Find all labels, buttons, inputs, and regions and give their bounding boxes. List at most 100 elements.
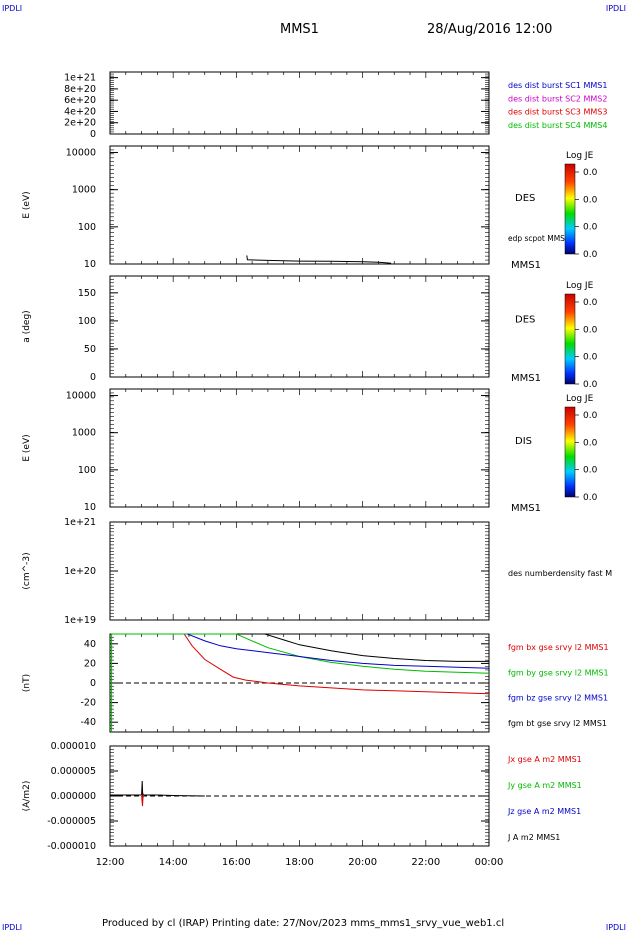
y-tick-label: 1e+21 xyxy=(64,73,96,84)
footer-credit: Produced by cl (IRAP) Printing date: 27/… xyxy=(102,918,505,929)
colorbar-tick-label: 0.0 xyxy=(583,223,598,233)
y-tick-label: 100 xyxy=(78,222,96,233)
y-tick-label: 40 xyxy=(84,639,96,650)
y-tick-label: 10000 xyxy=(66,391,96,402)
y-axis-label: (nT) xyxy=(22,674,32,692)
colorbar xyxy=(564,163,576,255)
colorbar-tick-label: 0.0 xyxy=(583,380,598,390)
y-tick-label: 1000 xyxy=(72,428,96,439)
y-tick-label: 10000 xyxy=(66,148,96,159)
panel-2-frame xyxy=(109,145,490,265)
y-tick-label: 8e+20 xyxy=(64,84,96,95)
y-tick-label: -0.000010 xyxy=(47,841,96,852)
y-tick-label: 0 xyxy=(90,678,96,689)
instrument-label: DIS xyxy=(515,436,532,447)
y-tick-label: -0.000005 xyxy=(47,816,96,827)
series-line-edp-scpot-MMS1 xyxy=(246,255,392,264)
legend-entry: fgm bx gse srvy l2 MMS1 xyxy=(508,643,609,652)
y-tick-label: 0.000000 xyxy=(51,791,96,802)
legend-entry: Jz gse A m2 MMS1 xyxy=(507,807,581,816)
series-line-J-A-m2-MMS1 xyxy=(110,780,205,799)
x-tick-label: 00:00 xyxy=(475,857,504,868)
panel-5-frame xyxy=(109,521,490,621)
legend-entry: des dist burst SC3 MMS3 xyxy=(508,108,607,117)
spacecraft-title: MMS1 xyxy=(280,22,319,37)
y-tick-label: 0 xyxy=(90,372,96,383)
corner-label-bottom-right: IPDLI xyxy=(605,923,626,932)
colorbar-tick-label: 0.0 xyxy=(583,353,598,363)
y-tick-label: 10 xyxy=(84,502,96,513)
colorbar-tick-label: 0.0 xyxy=(583,298,598,308)
colorbar-tick-label: 0.0 xyxy=(583,466,598,476)
colorbar-tick-label: 0.0 xyxy=(583,438,598,448)
x-tick-label: 22:00 xyxy=(411,857,440,868)
corner-label-top-right: IPDLI xyxy=(605,4,626,13)
probe-label: MMS1 xyxy=(511,260,541,271)
y-tick-label: 10 xyxy=(84,259,96,270)
series-line-Jx-gse-A-m2-MMS1 xyxy=(141,793,145,807)
colorbar xyxy=(564,406,576,498)
legend-entry: fgm by gse srvy l2 MMS1 xyxy=(508,668,609,677)
y-tick-label: 1000 xyxy=(72,185,96,196)
y-tick-label: -20 xyxy=(80,698,96,709)
probe-label: MMS1 xyxy=(511,373,541,384)
colorbar-tick-label: 0.0 xyxy=(583,195,598,205)
legend-entry: des dist burst SC1 MMS1 xyxy=(508,81,607,90)
instrument-label: DES xyxy=(515,193,535,204)
legend-entry: fgm bz gse srvy l2 MMS1 xyxy=(508,694,608,703)
legend-entry: des dist burst SC2 MMS2 xyxy=(508,94,607,103)
datetime-title: 28/Aug/2016 12:00 xyxy=(427,22,553,37)
legend-entry: des numberdensity fast M xyxy=(508,569,612,578)
y-tick-label: 2e+20 xyxy=(64,118,96,129)
corner-label-top-left: IPDLI xyxy=(2,4,23,13)
legend-entry: Jy gse A m2 MMS1 xyxy=(507,781,582,790)
colorbar-tick-label: 0.0 xyxy=(583,493,598,503)
x-tick-label: 14:00 xyxy=(159,857,188,868)
panel-3-frame xyxy=(109,275,490,378)
series-annotation: edp scpot MMS1 xyxy=(508,234,570,243)
y-tick-label: -40 xyxy=(80,717,96,728)
x-tick-label: 20:00 xyxy=(348,857,377,868)
series-line-fgm-bx-gse-srvy-l2-MMS1 xyxy=(183,633,490,695)
y-axis-label: (A/m2) xyxy=(22,781,32,812)
y-axis-label: (cm^-3) xyxy=(22,552,32,589)
y-tick-label: 20 xyxy=(84,658,96,669)
colorbar-tick-label: 0.0 xyxy=(583,411,598,421)
corner-label-bottom-left: IPDLI xyxy=(2,923,23,932)
series-line-fgm-bz-gse-srvy-l2-MMS1 xyxy=(187,633,490,669)
y-axis-label: E (eV) xyxy=(22,434,32,461)
legend-entry: des dist burst SC4 MMS4 xyxy=(508,121,607,130)
legend-entry: J A m2 MMS1 xyxy=(507,833,560,842)
y-tick-label: 0.000010 xyxy=(51,741,96,752)
colorbar-title: Log JE xyxy=(566,281,594,291)
x-tick-label: 12:00 xyxy=(96,857,125,868)
colorbar-title: Log JE xyxy=(566,151,594,161)
y-tick-label: 4e+20 xyxy=(64,106,96,117)
y-tick-label: 1e+19 xyxy=(64,615,96,626)
series-line-fgm-bt-gse-srvy-l2-MMS1 xyxy=(264,633,489,662)
x-tick-label: 18:00 xyxy=(285,857,314,868)
legend-entry: fgm bt gse srvy l2 MMS1 xyxy=(508,719,607,728)
y-tick-label: 100 xyxy=(78,316,96,327)
instrument-label: DES xyxy=(515,315,535,326)
colorbar-tick-label: 0.0 xyxy=(583,168,598,178)
panel-1-frame xyxy=(109,71,490,135)
y-tick-label: 1e+20 xyxy=(64,566,96,577)
y-tick-label: 50 xyxy=(84,344,96,355)
panel-4-frame xyxy=(109,388,490,508)
y-axis-label: E (eV) xyxy=(22,191,32,218)
y-tick-label: 150 xyxy=(78,288,96,299)
colorbar-tick-label: 0.0 xyxy=(583,250,598,260)
y-tick-label: 0.000005 xyxy=(51,766,96,777)
probe-label: MMS1 xyxy=(511,503,541,514)
colorbar-title: Log JE xyxy=(566,394,594,404)
y-tick-label: 0 xyxy=(90,129,96,140)
y-tick-label: 100 xyxy=(78,465,96,476)
colorbar xyxy=(564,293,576,385)
y-axis-label: a (deg) xyxy=(22,310,32,342)
x-tick-label: 16:00 xyxy=(222,857,251,868)
legend-entry: Jx gse A m2 MMS1 xyxy=(507,755,582,764)
y-tick-label: 6e+20 xyxy=(64,95,96,106)
y-tick-label: 1e+21 xyxy=(64,517,96,528)
